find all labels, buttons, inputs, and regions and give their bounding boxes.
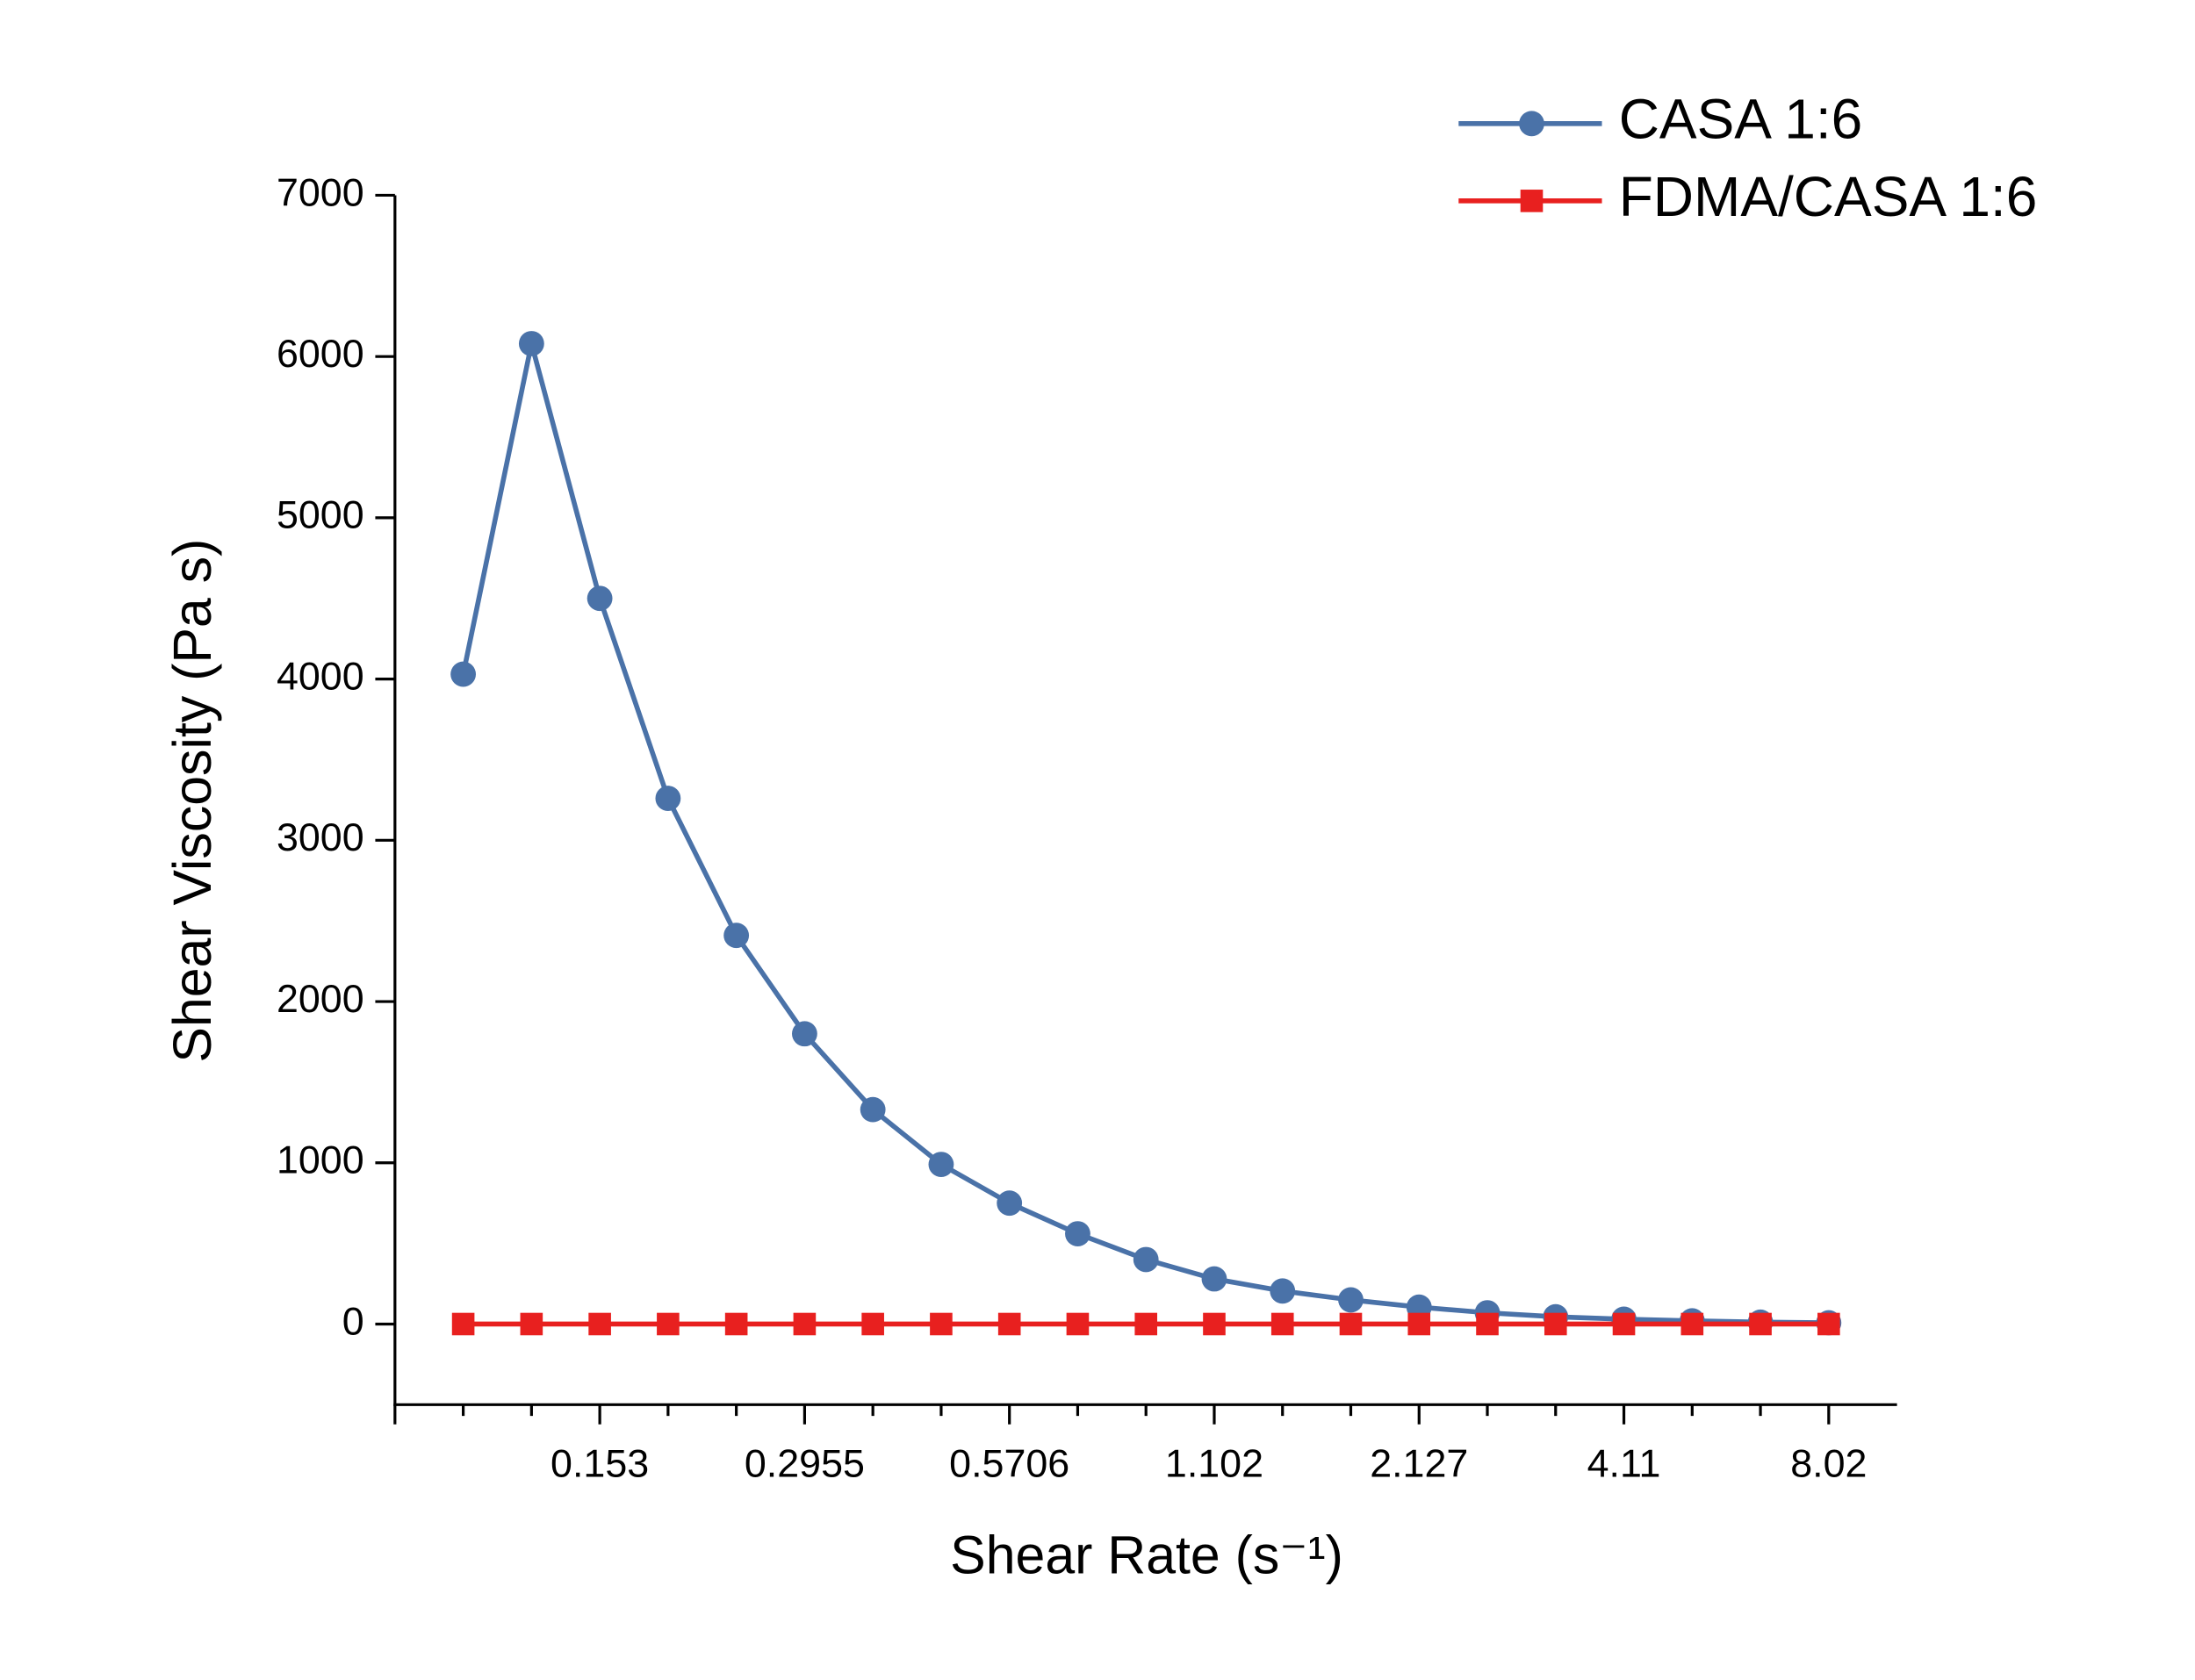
data-point: [1544, 1312, 1567, 1336]
data-point: [724, 1312, 748, 1336]
legend-marker: [1519, 111, 1544, 137]
y-tick-label: 7000: [277, 170, 364, 214]
data-point: [928, 1152, 954, 1177]
y-tick-label: 3000: [277, 815, 364, 859]
data-point: [1338, 1287, 1364, 1313]
data-point: [1270, 1312, 1294, 1336]
data-point: [1065, 1221, 1090, 1246]
data-point: [997, 1190, 1023, 1217]
data-point: [1407, 1312, 1431, 1336]
x-tick-label: 8.02: [1790, 1442, 1867, 1486]
data-point: [1339, 1312, 1363, 1336]
data-point: [1134, 1312, 1158, 1336]
x-tick-label: 1.102: [1165, 1442, 1263, 1486]
data-point: [655, 786, 681, 811]
x-tick-label: 2.127: [1370, 1442, 1468, 1486]
data-point: [861, 1312, 884, 1336]
data-point: [1749, 1312, 1772, 1336]
x-tick-label: 0.5706: [949, 1442, 1069, 1486]
y-tick-label: 5000: [277, 493, 364, 537]
data-point: [657, 1312, 680, 1336]
data-point: [1066, 1312, 1090, 1336]
x-tick-label: 0.2955: [745, 1442, 865, 1486]
x-tick-label: 4.11: [1587, 1442, 1661, 1486]
data-point: [997, 1312, 1021, 1336]
data-point: [793, 1312, 817, 1336]
y-tick-label: 6000: [277, 332, 364, 376]
data-point: [723, 923, 750, 949]
data-point: [587, 585, 613, 612]
data-point: [860, 1096, 886, 1123]
y-axis-label: Shear Viscosity (Pa s): [162, 539, 222, 1063]
data-point: [930, 1312, 953, 1336]
data-point: [1203, 1312, 1226, 1336]
data-point: [1201, 1266, 1227, 1292]
data-point: [520, 1312, 543, 1336]
data-point: [792, 1021, 817, 1047]
data-point: [1270, 1278, 1296, 1304]
legend-label: CASA 1:6: [1619, 88, 1863, 151]
data-point: [1680, 1312, 1704, 1336]
data-point: [1612, 1312, 1636, 1336]
y-tick-label: 0: [342, 1299, 364, 1343]
y-tick-label: 4000: [277, 654, 364, 698]
data-point: [518, 331, 544, 356]
data-point: [450, 661, 476, 687]
data-point: [451, 1312, 475, 1336]
series-line: [460, 342, 1829, 1325]
data-point: [588, 1312, 611, 1336]
y-tick-label: 1000: [277, 1138, 364, 1182]
data-point: [1133, 1246, 1159, 1273]
data-point: [1817, 1312, 1840, 1336]
legend-label: FDMA/CASA 1:6: [1619, 165, 2038, 228]
legend-marker: [1520, 190, 1544, 212]
x-tick-label: 0.153: [551, 1442, 649, 1486]
data-point: [1476, 1312, 1499, 1336]
x-axis-label: Shear Rate (s⁻¹): [950, 1525, 1343, 1584]
y-tick-label: 2000: [277, 977, 364, 1021]
